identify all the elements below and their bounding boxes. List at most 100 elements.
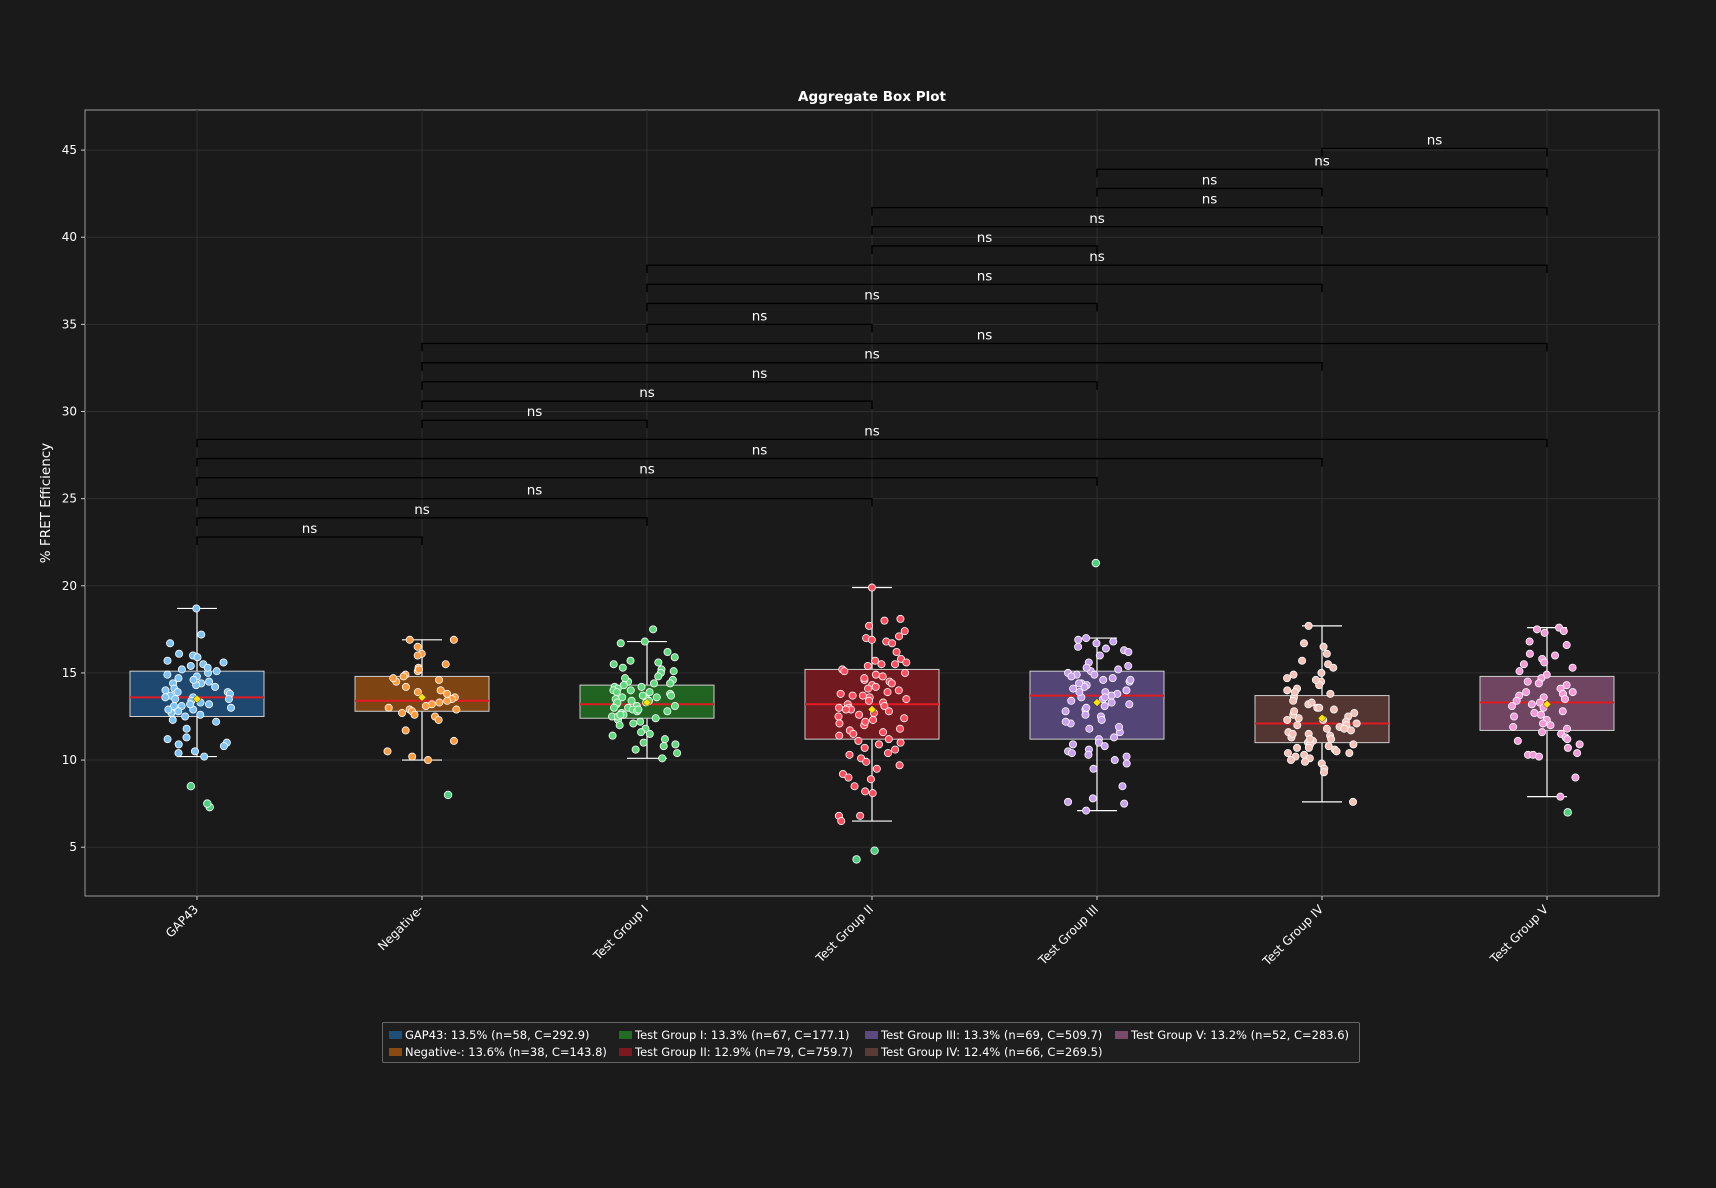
data-point <box>1563 724 1572 733</box>
mean-marker <box>642 698 652 707</box>
bracket-line <box>196 457 1323 467</box>
data-point <box>435 675 444 684</box>
data-point <box>1061 717 1070 726</box>
x-tick-label: Test Group II <box>813 902 877 966</box>
data-point <box>175 649 184 658</box>
data-point <box>1319 642 1328 651</box>
bracket-line <box>196 477 1098 486</box>
data-point <box>618 663 627 672</box>
data-point <box>637 682 646 691</box>
data-point <box>1346 726 1355 735</box>
data-point <box>895 632 904 641</box>
data-point <box>1101 644 1110 653</box>
data-point <box>638 691 647 700</box>
bracket-line <box>196 438 1548 448</box>
data-point <box>612 688 621 697</box>
legend-swatch <box>1115 1030 1128 1039</box>
data-point <box>1560 695 1569 704</box>
bracket-line <box>421 342 1548 352</box>
data-point <box>1126 675 1135 684</box>
legend-item: Test Group III: 13.3% (n=69, C=509.7) <box>865 1026 1115 1043</box>
data-point <box>1289 670 1298 679</box>
data-point <box>161 693 170 702</box>
data-point <box>887 679 896 688</box>
data-point <box>1304 743 1313 752</box>
data-point <box>163 735 172 744</box>
data-point <box>1125 700 1134 709</box>
data-point <box>634 705 643 714</box>
legend-swatch <box>389 1030 402 1039</box>
data-point <box>1319 768 1328 777</box>
data-point <box>866 775 875 784</box>
data-point <box>1085 724 1094 733</box>
y-axis-label: % FRET Efficiency <box>38 443 54 563</box>
data-point <box>1122 686 1131 695</box>
significance-bracket: ns <box>871 230 1098 254</box>
significance-label: ns <box>977 328 993 344</box>
data-point <box>1068 740 1077 749</box>
legend-label: Test Group IV: 12.4% (n=66, C=269.5) <box>881 1044 1103 1059</box>
data-point <box>1558 707 1567 716</box>
data-point <box>861 717 870 726</box>
chart-title: Aggregate Box Plot <box>798 89 946 105</box>
data-point <box>865 621 874 630</box>
data-point <box>884 735 893 744</box>
box-group <box>354 635 490 800</box>
data-point <box>652 693 661 702</box>
data-point <box>1075 688 1084 697</box>
y-tick-label: 30 <box>62 405 77 419</box>
legend-swatch <box>619 1047 632 1056</box>
bracket-line <box>646 323 873 333</box>
legend-swatch <box>389 1047 402 1056</box>
data-point <box>1286 756 1295 765</box>
data-point <box>902 658 911 667</box>
data-point <box>1067 749 1076 758</box>
bracket-line <box>871 226 1323 235</box>
x-tick-label: Negative- <box>375 902 426 953</box>
box-group <box>804 583 940 864</box>
significance-label: ns <box>1314 153 1330 169</box>
data-point <box>895 761 904 770</box>
significance-label: ns <box>1202 172 1218 188</box>
data-point <box>1307 698 1316 707</box>
data-point <box>413 688 422 697</box>
bracket-line <box>196 517 648 526</box>
data-point <box>1081 710 1090 719</box>
data-point <box>883 688 892 697</box>
data-point <box>1536 710 1545 719</box>
data-point <box>894 686 903 695</box>
data-point <box>673 749 682 758</box>
outlier-point <box>1563 808 1572 817</box>
significance-bracket: ns <box>646 287 1098 312</box>
data-point <box>880 616 889 625</box>
data-point <box>896 738 905 747</box>
data-point <box>1100 742 1109 751</box>
data-point <box>449 736 458 745</box>
data-point <box>864 684 873 693</box>
data-point <box>414 665 423 674</box>
bracket-line <box>646 283 1323 293</box>
data-point <box>200 752 209 761</box>
bracket-line <box>1321 147 1548 157</box>
data-point <box>610 703 619 712</box>
data-point <box>405 635 414 644</box>
significance-label: ns <box>752 366 768 382</box>
significance-label: ns <box>1202 192 1218 208</box>
data-point <box>629 719 638 728</box>
significance-bracket: ns <box>196 521 423 545</box>
box-group <box>579 625 715 763</box>
data-point <box>1288 729 1297 738</box>
data-point <box>1509 722 1518 731</box>
data-point <box>1539 719 1548 728</box>
significance-label: ns <box>527 483 543 499</box>
data-point <box>1340 724 1349 733</box>
data-point <box>1283 674 1292 683</box>
significance-bracket: ns <box>421 404 648 429</box>
data-point <box>408 752 417 761</box>
data-point <box>836 689 845 698</box>
bracket-line <box>196 497 873 507</box>
data-point <box>205 677 214 686</box>
data-point <box>1510 712 1519 721</box>
significance-bracket: ns <box>871 211 1323 235</box>
data-point <box>1107 691 1116 700</box>
